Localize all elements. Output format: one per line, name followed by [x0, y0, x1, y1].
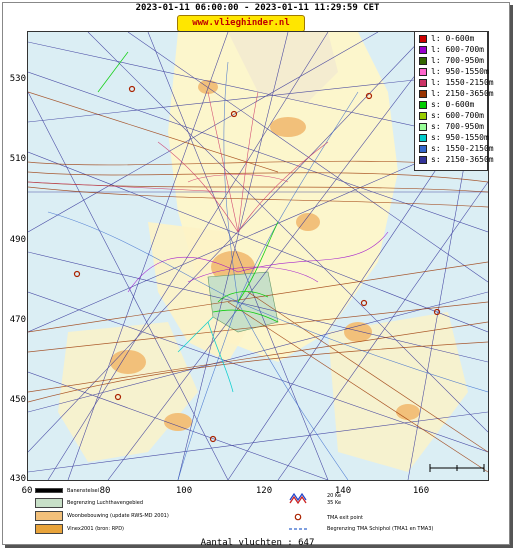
flight-track-map — [27, 31, 489, 481]
housing-label: Woonbebouwing (update RWS-MD 2001) — [67, 513, 169, 519]
flight-tracks-red — [28, 91, 329, 233]
y-tick-label: 470 — [9, 315, 26, 325]
tma-exit-label: TMA exit point — [327, 515, 364, 521]
legend-item: s: 700-950m — [419, 122, 484, 133]
runway-swatch — [35, 488, 63, 493]
housing-area — [270, 117, 306, 137]
legend-swatch — [419, 34, 427, 43]
legend-swatch — [419, 111, 427, 120]
vinex-label: Vinex2001 (bron: RPD) — [67, 526, 124, 532]
airport-boundary-swatch — [35, 498, 63, 508]
legend-swatch — [419, 122, 427, 131]
legend-item: l: 600-700m — [419, 45, 484, 56]
x-tick-label: 60 — [21, 486, 33, 496]
legend-item: l: 2150-3650m — [419, 89, 494, 100]
x-tick-label: 140 — [334, 486, 352, 496]
x-tick-label: 160 — [412, 486, 430, 496]
legend-item: s: 950-1550m — [419, 133, 489, 144]
legend-item: l: 950-1550m — [419, 67, 489, 78]
noise-contour-icon — [289, 492, 307, 505]
map-canvas — [28, 32, 488, 480]
land-area — [228, 32, 338, 102]
legend-swatch — [419, 89, 427, 98]
runway-label: Banenstelsel — [67, 488, 100, 494]
legend-swatch — [419, 45, 427, 54]
tma-exit-icon — [294, 513, 302, 521]
y-tick-label: 510 — [9, 154, 26, 164]
housing-area — [164, 413, 192, 431]
housing-swatch — [35, 511, 63, 521]
legend-swatch — [419, 67, 427, 76]
tma-boundary-label: Begrenzing TMA Schiphol (TMA1 en TMA3) — [327, 526, 434, 532]
legend-item: l: 0-600m — [419, 34, 474, 45]
brand-banner[interactable]: www.vlieghinder.nl — [177, 15, 305, 32]
noise-20-label: 20 Ke — [327, 493, 342, 499]
legend-swatch — [419, 144, 427, 153]
airport-boundary-label: Begrenzing Luchthavengebied — [67, 500, 144, 506]
housing-area — [296, 213, 320, 231]
vinex-swatch — [35, 524, 63, 534]
housing-area — [344, 322, 372, 342]
y-tick-label: 450 — [9, 395, 26, 405]
flight-tracks-purple — [127, 231, 389, 293]
tma-boundary-line-icon — [289, 528, 309, 530]
time-range-title: 2023-01-11 06:00:00 - 2023-01-11 11:29:5… — [135, 3, 380, 13]
flight-tracks-cyan — [177, 316, 234, 393]
scale-bar — [429, 464, 485, 472]
altitude-legend: l: 0-600m l: 600-700m l: 700-950m l: 950… — [414, 31, 494, 171]
legend-item: s: 2150-3650m — [419, 155, 494, 166]
legend-item: s: 1550-2150m — [419, 144, 494, 155]
x-tick-label: 80 — [99, 486, 111, 496]
land-area — [58, 322, 198, 462]
tma-exit-points — [73, 85, 441, 443]
flight-tracks-green — [97, 51, 279, 323]
legend-item: l: 700-950m — [419, 56, 484, 67]
legend-swatch — [419, 78, 427, 87]
legend-swatch — [419, 133, 427, 142]
legend-item: l: 1550-2150m — [419, 78, 494, 89]
housing-area — [396, 404, 420, 420]
housing-area — [198, 80, 218, 94]
y-tick-label: 490 — [9, 235, 26, 245]
y-tick-label: 430 — [9, 474, 26, 484]
x-tick-label: 120 — [255, 486, 273, 496]
flight-tracks-high — [28, 32, 488, 480]
noise-35-label: 35 Ke — [327, 500, 342, 506]
map-key: Banenstelsel Begrenzing Luchthavengebied… — [27, 481, 487, 537]
x-tick-label: 100 — [175, 486, 193, 496]
legend-item: s: 0-600m — [419, 100, 474, 111]
y-tick-label: 530 — [9, 74, 26, 84]
legend-swatch — [419, 56, 427, 65]
legend-swatch — [419, 100, 427, 109]
legend-item: s: 600-700m — [419, 111, 484, 122]
legend-swatch — [419, 155, 427, 164]
flight-tracks-mid — [47, 61, 488, 480]
flight-count: Aantal vluchten : 647 — [200, 538, 315, 548]
housing-area — [110, 350, 146, 374]
